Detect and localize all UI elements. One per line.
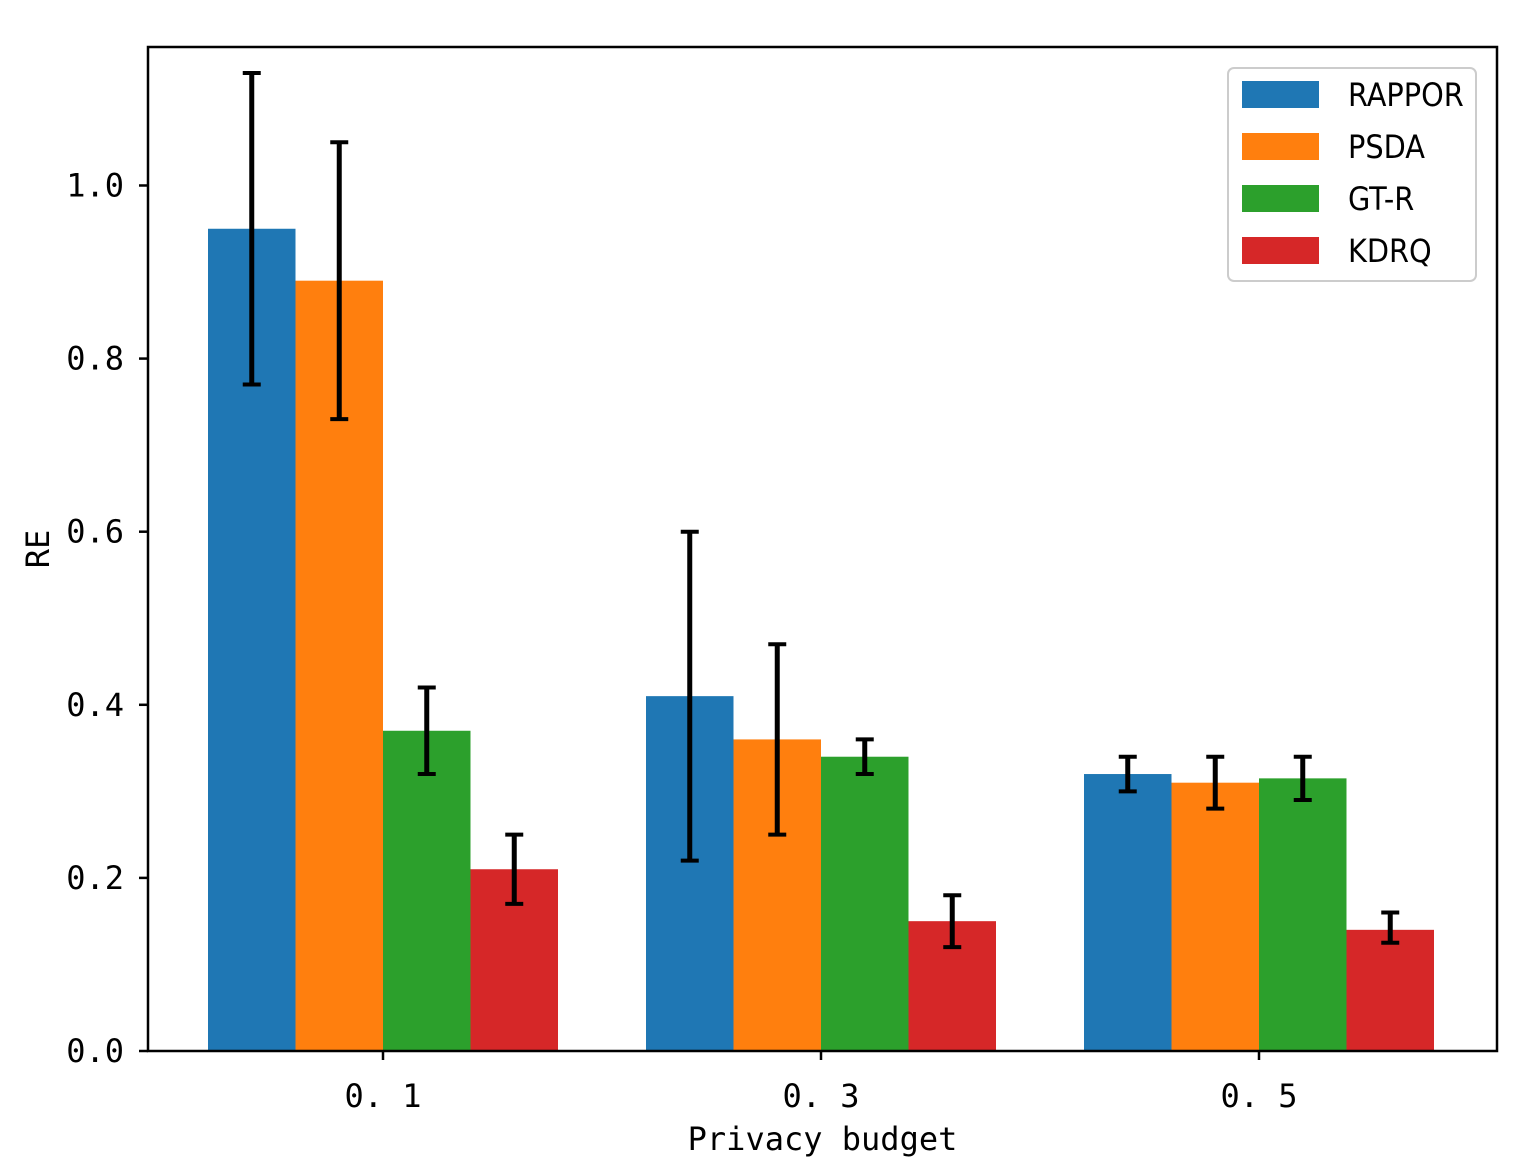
error-bar-kdrq-0.1 xyxy=(505,832,524,906)
bar-psda-0.5 xyxy=(1171,782,1259,1051)
error-bar-gt-r-0.5 xyxy=(1293,754,1312,802)
y-axis-title: RE xyxy=(19,530,57,569)
x-tick-label: 0. 3 xyxy=(782,1077,859,1115)
bar-gt-r-0.5 xyxy=(1259,778,1347,1051)
error-bar-rappor-0.3 xyxy=(680,529,699,863)
y-axis: 0.0 0.2 0.4 0.6 0.8 1.0 xyxy=(66,166,148,1070)
legend-label-psda: PSDA xyxy=(1348,128,1425,166)
bar-kdrq-0.5 xyxy=(1346,929,1434,1051)
bar-rappor-0.5 xyxy=(1084,774,1172,1051)
error-bar-kdrq-0.5 xyxy=(1381,910,1400,945)
bar-gt-r-0.1 xyxy=(383,730,471,1051)
error-bar-psda-0.5 xyxy=(1206,754,1225,811)
legend-swatch-gt-r xyxy=(1242,185,1319,212)
legend-label-gt-r: GT-R xyxy=(1348,180,1414,218)
error-bar-gt-r-0.1 xyxy=(417,685,436,777)
error-bars-layer xyxy=(242,70,1400,950)
bar-gt-r-0.3 xyxy=(821,756,909,1051)
y-tick-label: 0.4 xyxy=(66,686,124,724)
x-axis: 0. 1 0. 3 0. 5 xyxy=(344,1051,1298,1115)
x-axis-title: Privacy budget xyxy=(688,1120,958,1158)
x-tick-label: 0. 5 xyxy=(1220,1077,1297,1115)
error-bar-rappor-0.5 xyxy=(1118,754,1137,794)
legend-label-kdrq: KDRQ xyxy=(1348,232,1432,270)
x-tick-label: 0. 1 xyxy=(344,1077,421,1115)
error-bar-psda-0.3 xyxy=(768,642,787,837)
legend-swatch-psda xyxy=(1242,133,1319,160)
y-tick-label: 0.0 xyxy=(66,1032,124,1070)
error-bar-gt-r-0.3 xyxy=(855,737,874,777)
legend: RAPPOR PSDA GT-R KDRQ xyxy=(1227,67,1477,282)
error-bar-kdrq-0.3 xyxy=(943,893,962,950)
y-tick-label: 0.8 xyxy=(66,340,124,378)
error-bar-rappor-0.1 xyxy=(242,70,261,387)
y-tick-label: 0.2 xyxy=(66,859,124,897)
bars-layer xyxy=(208,228,1434,1052)
y-tick-label: 1.0 xyxy=(66,166,124,204)
legend-frame xyxy=(1227,67,1477,282)
error-bar-psda-0.1 xyxy=(330,140,349,422)
legend-swatch-kdrq xyxy=(1242,237,1319,264)
legend-swatch-rappor xyxy=(1242,81,1319,108)
plot-frame xyxy=(146,45,1499,1053)
legend-label-rappor: RAPPOR xyxy=(1348,76,1464,114)
y-tick-label: 0.6 xyxy=(66,513,124,551)
